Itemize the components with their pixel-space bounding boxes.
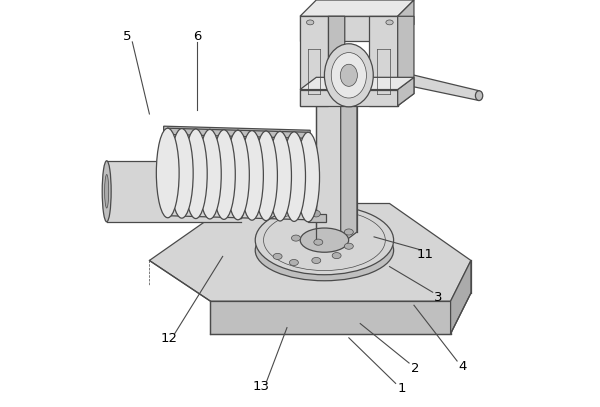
Polygon shape (341, 49, 357, 244)
Ellipse shape (227, 130, 250, 220)
Polygon shape (300, 90, 398, 106)
Polygon shape (300, 0, 414, 16)
Polygon shape (398, 0, 414, 41)
Ellipse shape (283, 132, 305, 221)
Ellipse shape (212, 130, 235, 219)
Polygon shape (398, 71, 479, 101)
Polygon shape (328, 16, 345, 106)
Polygon shape (451, 260, 471, 334)
Ellipse shape (332, 252, 341, 259)
Ellipse shape (254, 131, 277, 221)
Text: 6: 6 (193, 30, 201, 43)
Ellipse shape (292, 235, 301, 241)
Polygon shape (300, 16, 328, 106)
Polygon shape (398, 77, 414, 106)
Ellipse shape (344, 229, 353, 235)
Text: 11: 11 (417, 248, 434, 261)
Ellipse shape (307, 20, 314, 25)
Polygon shape (211, 301, 451, 334)
Ellipse shape (312, 210, 320, 217)
Polygon shape (369, 16, 398, 106)
Ellipse shape (289, 260, 298, 266)
Ellipse shape (325, 44, 373, 107)
Ellipse shape (238, 164, 245, 219)
Ellipse shape (241, 131, 263, 220)
Ellipse shape (386, 20, 393, 25)
Ellipse shape (300, 228, 349, 252)
Ellipse shape (255, 206, 394, 275)
Ellipse shape (157, 128, 179, 218)
Text: 2: 2 (410, 362, 419, 375)
Ellipse shape (184, 129, 207, 219)
Ellipse shape (255, 220, 394, 281)
Ellipse shape (170, 129, 193, 218)
Ellipse shape (314, 239, 323, 245)
Text: 12: 12 (160, 332, 178, 345)
Ellipse shape (269, 131, 292, 221)
Ellipse shape (297, 132, 320, 222)
Ellipse shape (102, 161, 111, 222)
Polygon shape (300, 77, 414, 90)
Ellipse shape (475, 91, 483, 101)
Polygon shape (164, 130, 322, 159)
Polygon shape (398, 16, 414, 106)
Ellipse shape (340, 64, 358, 86)
Ellipse shape (331, 53, 367, 98)
Text: 5: 5 (123, 30, 131, 43)
Text: 3: 3 (434, 291, 443, 304)
Ellipse shape (199, 129, 221, 219)
Polygon shape (308, 214, 326, 222)
Polygon shape (149, 204, 471, 301)
Ellipse shape (273, 253, 282, 260)
Ellipse shape (344, 243, 353, 249)
Polygon shape (164, 126, 310, 138)
Text: 13: 13 (253, 380, 270, 393)
Ellipse shape (104, 175, 109, 208)
Text: 1: 1 (397, 382, 406, 395)
Ellipse shape (312, 258, 321, 264)
Polygon shape (316, 49, 341, 244)
Text: 4: 4 (458, 360, 467, 373)
Polygon shape (300, 16, 398, 41)
Polygon shape (107, 161, 241, 222)
